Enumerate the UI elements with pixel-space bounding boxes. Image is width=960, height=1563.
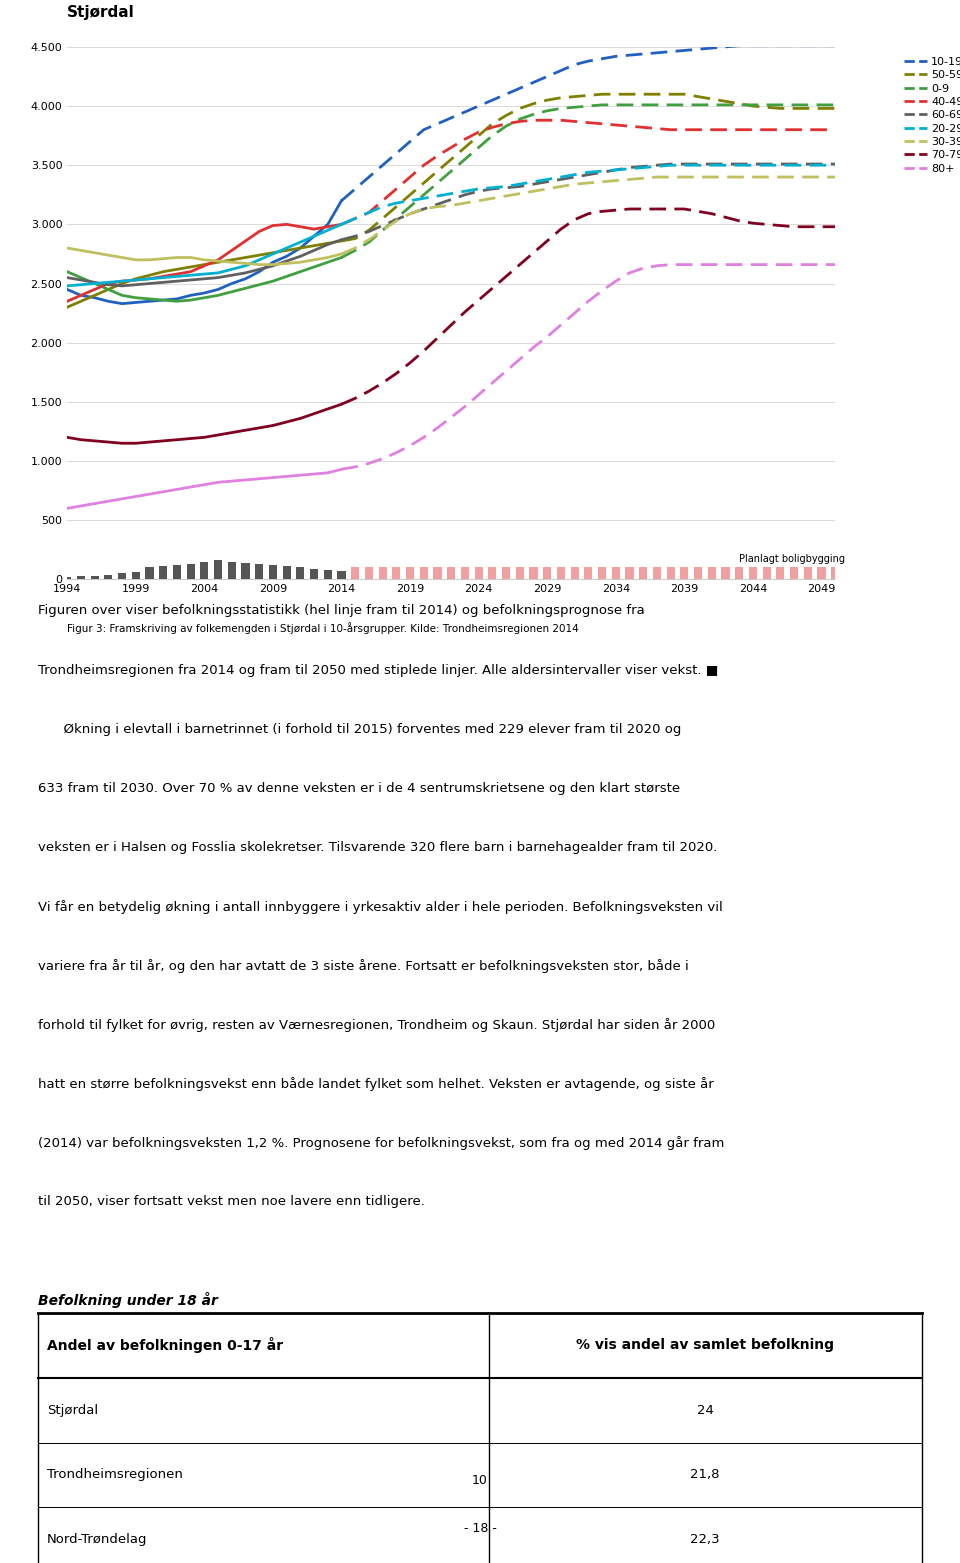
Bar: [516, 567, 524, 580]
Bar: [324, 570, 332, 580]
Bar: [529, 567, 538, 580]
Bar: [735, 567, 743, 580]
Text: Andel av befolkningen 0-17 år: Andel av befolkningen 0-17 år: [47, 1338, 283, 1354]
Bar: [173, 566, 181, 580]
Text: 24: 24: [697, 1404, 713, 1416]
Bar: [489, 567, 496, 580]
Bar: [186, 564, 195, 580]
Bar: [201, 561, 208, 580]
Bar: [681, 567, 688, 580]
Text: til 2050, viser fortsatt vekst men noe lavere enn tidligere.: til 2050, viser fortsatt vekst men noe l…: [38, 1196, 425, 1208]
Bar: [749, 567, 757, 580]
Bar: [351, 567, 359, 580]
Bar: [159, 566, 167, 580]
Bar: [365, 567, 373, 580]
Bar: [228, 561, 236, 580]
Bar: [721, 567, 730, 580]
Bar: [105, 575, 112, 580]
Bar: [255, 564, 263, 580]
Bar: [666, 567, 675, 580]
Bar: [461, 567, 469, 580]
Text: forhold til fylket for øvrig, resten av Værnesregionen, Trondheim og Skaun. Stjø: forhold til fylket for øvrig, resten av …: [38, 1018, 715, 1032]
Text: Figur 3: Framskriving av folkemengden i Stjørdal i 10-årsgrupper. Kilde: Trondhe: Figur 3: Framskriving av folkemengden i …: [67, 622, 579, 635]
Bar: [762, 567, 771, 580]
Text: 22,3: 22,3: [690, 1533, 720, 1546]
Text: Figuren over viser befolkningsstatistikk (hel linje fram til 2014) og befolkning: Figuren over viser befolkningsstatistikk…: [38, 605, 645, 617]
Bar: [90, 575, 99, 580]
Text: Vi får en betydelig økning i antall innbyggere i yrkesaktiv alder i hele periode: Vi får en betydelig økning i antall innb…: [38, 900, 723, 914]
Text: Befolkning under 18 år: Befolkning under 18 år: [38, 1293, 218, 1308]
Bar: [694, 567, 702, 580]
Text: Stjørdal: Stjørdal: [67, 5, 135, 20]
Text: - 18 -: - 18 -: [464, 1522, 496, 1535]
Bar: [817, 567, 826, 580]
Bar: [269, 566, 277, 580]
Bar: [393, 567, 400, 580]
Bar: [474, 567, 483, 580]
Bar: [118, 574, 126, 580]
Bar: [241, 563, 250, 580]
Bar: [585, 567, 592, 580]
Bar: [570, 567, 579, 580]
Bar: [639, 567, 647, 580]
Bar: [297, 567, 304, 580]
Text: (2014) var befolkningsveksten 1,2 %. Prognosene for befolkningsvekst, som fra og: (2014) var befolkningsveksten 1,2 %. Pro…: [38, 1136, 725, 1150]
Text: variere fra år til år, og den har avtatt de 3 siste årene. Fortsatt er befolknin: variere fra år til år, og den har avtatt…: [38, 958, 689, 972]
Bar: [310, 569, 318, 580]
Bar: [63, 577, 71, 580]
Bar: [831, 567, 839, 580]
Bar: [132, 572, 140, 580]
Bar: [557, 567, 565, 580]
Bar: [282, 566, 291, 580]
Bar: [337, 570, 346, 580]
Bar: [502, 567, 510, 580]
Bar: [447, 567, 455, 580]
Bar: [543, 567, 551, 580]
Text: Trondheimsregionen fra 2014 og fram til 2050 med stiplede linjer. Alle aldersint: Trondheimsregionen fra 2014 og fram til …: [38, 664, 719, 677]
Text: Nord-Trøndelag: Nord-Trøndelag: [47, 1533, 148, 1546]
Text: veksten er i Halsen og Fosslia skolekretser. Tilsvarende 320 flere barn i barneh: veksten er i Halsen og Fosslia skolekret…: [38, 841, 718, 853]
Bar: [420, 567, 428, 580]
Bar: [598, 567, 606, 580]
Text: hatt en større befolkningsvekst enn både landet fylket som helhet. Veksten er av: hatt en større befolkningsvekst enn både…: [38, 1077, 714, 1091]
Text: Økning i elevtall i barnetrinnet (i forhold til 2015) forventes med 229 elever f: Økning i elevtall i barnetrinnet (i forh…: [38, 722, 682, 736]
Bar: [433, 567, 442, 580]
Bar: [145, 567, 154, 580]
Text: Planlagt boligbygging: Planlagt boligbygging: [739, 553, 845, 564]
Text: % vis andel av samlet befolkning: % vis andel av samlet befolkning: [576, 1338, 834, 1352]
Bar: [214, 561, 222, 580]
Text: 21,8: 21,8: [690, 1469, 720, 1482]
Bar: [378, 567, 387, 580]
Bar: [406, 567, 414, 580]
Text: 633 fram til 2030. Over 70 % av denne veksten er i de 4 sentrumskrietsene og den: 633 fram til 2030. Over 70 % av denne ve…: [38, 782, 681, 794]
Bar: [790, 567, 798, 580]
Bar: [612, 567, 620, 580]
Bar: [804, 567, 812, 580]
Bar: [625, 567, 634, 580]
Text: Trondheimsregionen: Trondheimsregionen: [47, 1469, 183, 1482]
Text: 10: 10: [472, 1474, 488, 1488]
Bar: [708, 567, 716, 580]
Text: Stjørdal: Stjørdal: [47, 1404, 98, 1416]
Legend: 10-19, 50-59, 0-9, 40-49, 60-69, 20-29, 30-39, 70-79, 80+: 10-19, 50-59, 0-9, 40-49, 60-69, 20-29, …: [900, 53, 960, 178]
Bar: [77, 575, 85, 580]
Bar: [777, 567, 784, 580]
Bar: [653, 567, 661, 580]
